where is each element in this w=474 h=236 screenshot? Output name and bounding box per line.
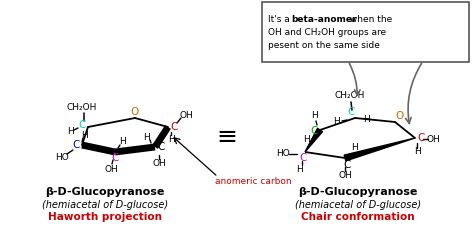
Text: OH: OH <box>179 110 193 119</box>
Text: H: H <box>364 115 370 125</box>
Text: C: C <box>343 160 351 170</box>
Text: H: H <box>144 132 150 142</box>
Text: HO: HO <box>55 152 69 161</box>
Text: anomeric carbon: anomeric carbon <box>215 177 292 186</box>
Text: OH and CH₂OH groups are: OH and CH₂OH groups are <box>268 28 386 37</box>
Text: CH₂OH: CH₂OH <box>335 92 365 101</box>
Text: O: O <box>396 111 404 121</box>
Text: when the: when the <box>347 15 392 24</box>
Text: H: H <box>82 131 88 139</box>
Text: C: C <box>73 140 80 150</box>
Text: beta-anomer: beta-anomer <box>291 15 356 24</box>
Text: C: C <box>78 120 86 130</box>
Text: C: C <box>310 126 318 136</box>
Text: OH: OH <box>104 164 118 173</box>
Text: C: C <box>111 153 118 163</box>
Text: CH₂OH: CH₂OH <box>67 102 97 111</box>
Text: Haworth projection: Haworth projection <box>48 212 162 222</box>
Text: β-D-Glucopyranose: β-D-Glucopyranose <box>298 187 418 197</box>
Text: C: C <box>417 133 425 143</box>
Text: HO: HO <box>276 149 290 159</box>
FancyBboxPatch shape <box>262 2 469 62</box>
Text: H: H <box>334 118 340 126</box>
Text: O: O <box>131 107 139 117</box>
Text: H: H <box>415 148 421 156</box>
Text: H: H <box>297 165 303 174</box>
Text: C: C <box>170 122 178 132</box>
Text: H: H <box>304 135 310 144</box>
Text: OH: OH <box>338 172 352 181</box>
Text: (hemiacetal of D-glucose): (hemiacetal of D-glucose) <box>295 200 421 210</box>
Text: H: H <box>119 138 127 147</box>
Text: (hemiacetal of D-glucose): (hemiacetal of D-glucose) <box>42 200 168 210</box>
Text: OH: OH <box>426 135 440 144</box>
Text: β-D-Glucopyranose: β-D-Glucopyranose <box>46 187 164 197</box>
Text: C: C <box>347 107 355 117</box>
Text: ≡: ≡ <box>217 125 237 149</box>
Text: pesent on the same side: pesent on the same side <box>268 41 380 50</box>
Text: C: C <box>299 153 307 163</box>
Text: H: H <box>68 126 74 135</box>
Text: It's a: It's a <box>268 15 292 24</box>
Text: H: H <box>169 135 175 143</box>
Text: Chair conformation: Chair conformation <box>301 212 415 222</box>
Text: H: H <box>352 143 358 152</box>
Text: C: C <box>157 142 164 152</box>
Polygon shape <box>305 128 322 152</box>
Polygon shape <box>344 138 415 161</box>
Text: H: H <box>311 111 319 121</box>
Text: OH: OH <box>152 160 166 169</box>
